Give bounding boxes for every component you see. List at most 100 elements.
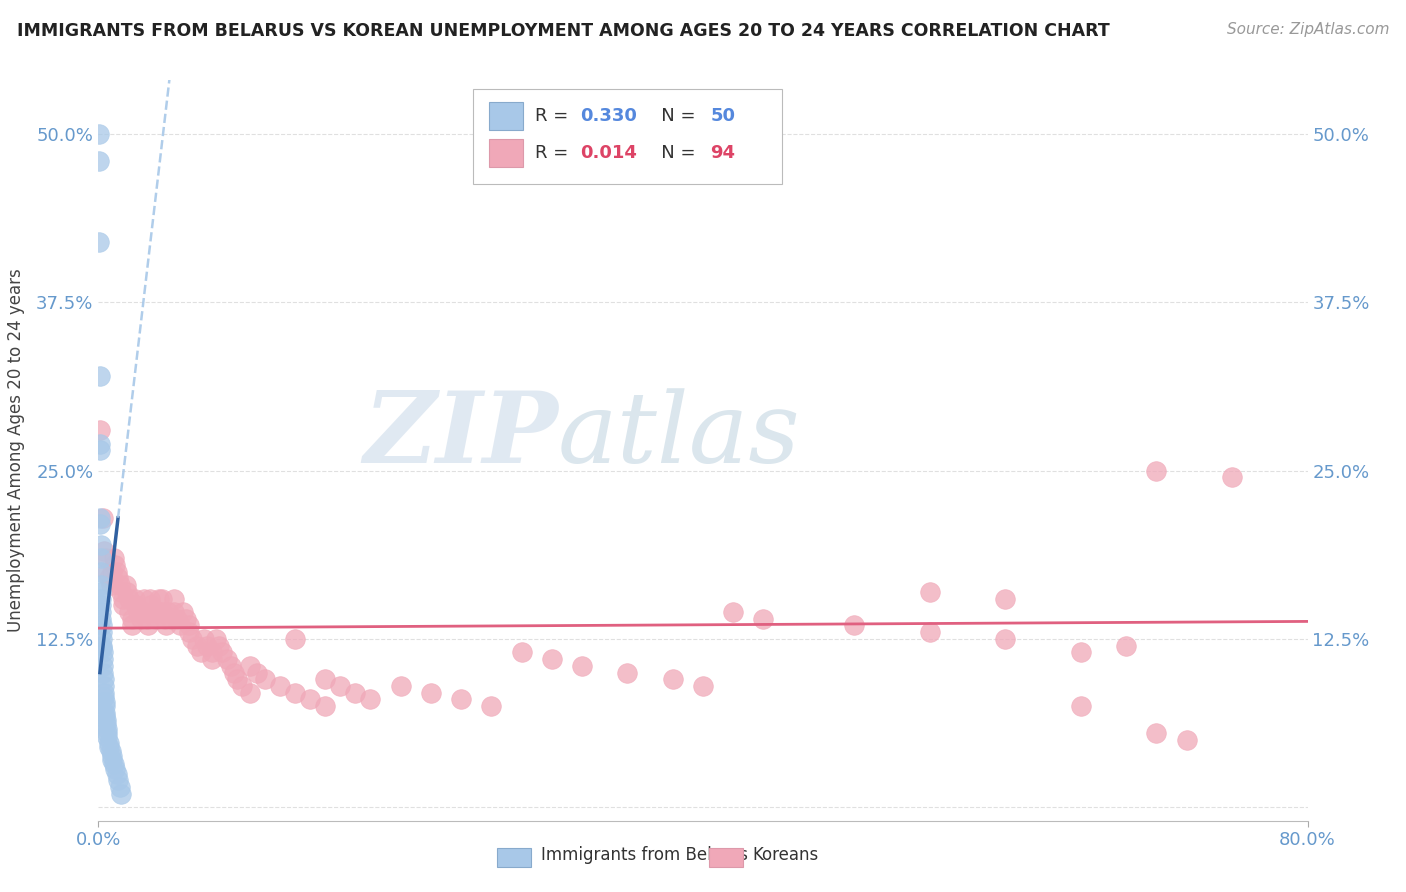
Point — [1144, 464, 1167, 478]
Point — [193, 632, 215, 646]
Text: 0.330: 0.330 — [579, 107, 637, 125]
Point — [124, 591, 146, 606]
Point — [125, 599, 148, 613]
Y-axis label: Unemployment Among Ages 20 to 24 years: Unemployment Among Ages 20 to 24 years — [7, 268, 25, 632]
Text: Source: ZipAtlas.com: Source: ZipAtlas.com — [1226, 22, 1389, 37]
Point — [692, 679, 714, 693]
Point — [186, 639, 208, 653]
Point — [752, 612, 775, 626]
Point — [100, 744, 122, 758]
Point — [148, 591, 170, 606]
FancyBboxPatch shape — [489, 139, 523, 167]
Point — [132, 591, 155, 606]
Point — [148, 605, 170, 619]
Point — [179, 618, 201, 632]
Point — [103, 551, 125, 566]
Point — [129, 612, 152, 626]
Point — [1220, 470, 1243, 484]
Text: ZIP: ZIP — [363, 387, 558, 483]
Text: N =: N = — [644, 144, 702, 161]
Point — [91, 641, 114, 656]
Point — [96, 726, 118, 740]
Point — [91, 665, 114, 680]
Point — [510, 645, 533, 659]
Text: R =: R = — [534, 144, 574, 161]
Text: 50: 50 — [710, 107, 735, 125]
Point — [111, 591, 134, 606]
Point — [91, 652, 114, 666]
Point — [344, 686, 367, 700]
Point — [90, 584, 112, 599]
Point — [360, 692, 382, 706]
Point — [111, 599, 134, 613]
Point — [1070, 699, 1092, 714]
Point — [98, 735, 121, 749]
Point — [481, 699, 503, 714]
Point — [93, 690, 115, 704]
Point — [150, 591, 173, 606]
Point — [90, 599, 112, 613]
Point — [1144, 726, 1167, 740]
Point — [90, 538, 112, 552]
Point — [94, 713, 117, 727]
Point — [224, 665, 246, 680]
Point — [132, 605, 155, 619]
Point — [231, 679, 253, 693]
Point — [844, 618, 866, 632]
Point — [215, 652, 238, 666]
Point — [994, 591, 1017, 606]
Point — [205, 632, 228, 646]
Text: 0.014: 0.014 — [579, 144, 637, 161]
Point — [104, 763, 127, 777]
Point — [253, 673, 276, 687]
Point — [90, 565, 112, 579]
Point — [994, 632, 1017, 646]
Point — [96, 565, 118, 579]
Point — [90, 618, 112, 632]
Point — [239, 658, 262, 673]
Point — [571, 658, 593, 673]
FancyBboxPatch shape — [709, 847, 742, 867]
Point — [135, 612, 157, 626]
Point — [107, 571, 129, 585]
Point — [89, 517, 111, 532]
Point — [94, 699, 117, 714]
Point — [91, 645, 114, 659]
Point — [101, 565, 124, 579]
Point — [87, 127, 110, 141]
Point — [101, 749, 124, 764]
Point — [918, 584, 941, 599]
Point — [104, 558, 127, 572]
Point — [190, 645, 212, 659]
Point — [389, 679, 412, 693]
Point — [107, 773, 129, 788]
Point — [1175, 732, 1198, 747]
Point — [121, 612, 143, 626]
Point — [142, 605, 165, 619]
Point — [96, 730, 118, 744]
Point — [110, 787, 132, 801]
Point — [90, 625, 112, 640]
Point — [90, 591, 112, 606]
Point — [208, 639, 231, 653]
Point — [91, 639, 114, 653]
Point — [136, 618, 159, 632]
Point — [105, 565, 128, 579]
Point — [114, 578, 136, 592]
Point — [96, 722, 118, 736]
Point — [91, 510, 114, 524]
Point — [110, 584, 132, 599]
Point — [91, 632, 114, 646]
Point — [115, 584, 138, 599]
Point — [661, 673, 683, 687]
Point — [221, 658, 243, 673]
Point — [98, 571, 121, 585]
Point — [87, 154, 110, 169]
Text: atlas: atlas — [558, 388, 800, 483]
Point — [94, 695, 117, 709]
Point — [1115, 639, 1137, 653]
Point — [141, 599, 163, 613]
Point — [90, 605, 112, 619]
Point — [139, 591, 162, 606]
Point — [299, 692, 322, 706]
